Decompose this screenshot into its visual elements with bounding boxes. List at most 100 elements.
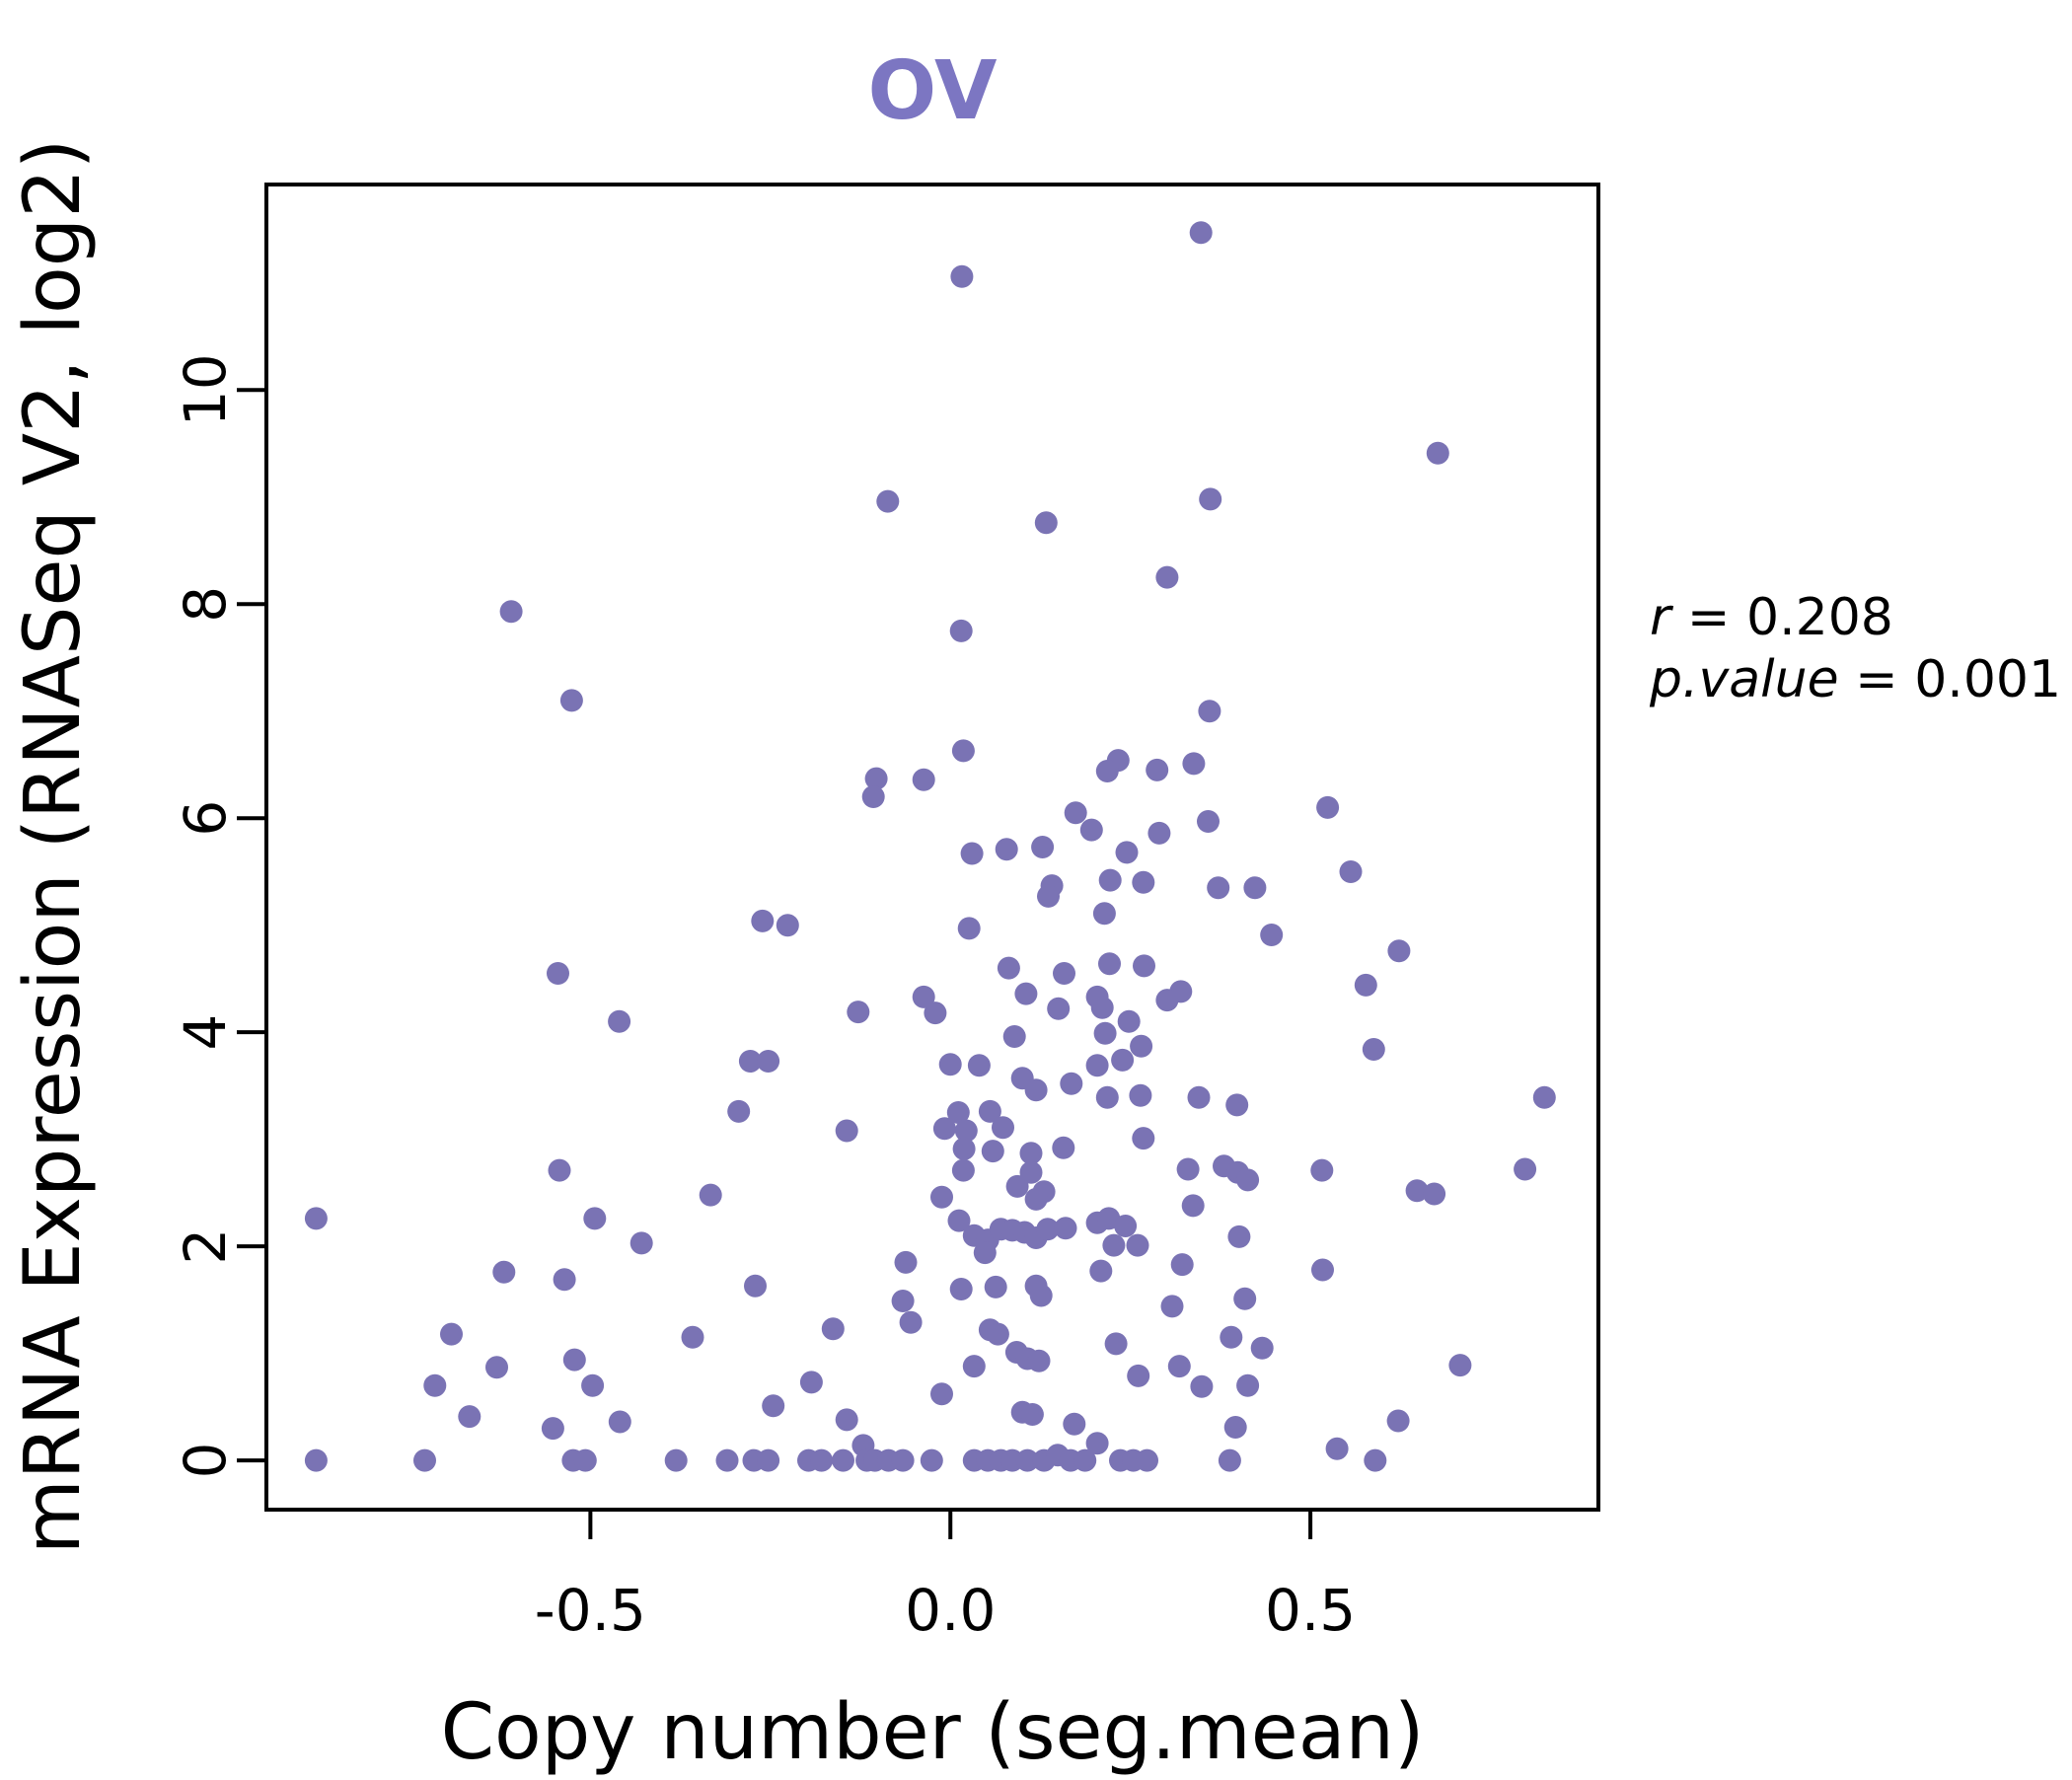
data-point — [629, 1231, 653, 1255]
data-point — [1027, 1349, 1051, 1372]
data-point — [1236, 1168, 1260, 1192]
data-point — [1052, 1136, 1075, 1159]
data-point — [1514, 1157, 1537, 1181]
data-point — [1047, 997, 1071, 1020]
data-point — [951, 1158, 975, 1182]
data-point — [932, 1117, 956, 1141]
data-point — [946, 1101, 970, 1124]
data-point — [1114, 1215, 1138, 1237]
data-point — [950, 264, 974, 288]
data-point — [492, 1260, 516, 1284]
correlation-annotation-line2: p.value = 0.001 — [1649, 650, 2061, 709]
data-point — [891, 1290, 915, 1312]
data-point — [548, 1158, 571, 1182]
data-point — [864, 767, 888, 790]
data-point — [810, 1448, 834, 1472]
data-point — [899, 1310, 923, 1334]
data-point — [1182, 752, 1206, 776]
data-point — [861, 785, 885, 808]
data-point — [1095, 1085, 1119, 1109]
data-point — [1167, 1355, 1191, 1378]
data-point — [835, 1119, 858, 1143]
data-point — [1325, 1437, 1349, 1460]
data-point — [1236, 1373, 1260, 1397]
data-point — [1155, 565, 1179, 589]
data-point — [757, 1448, 780, 1472]
data-point — [458, 1405, 481, 1429]
data-point — [957, 917, 981, 940]
data-point — [547, 962, 569, 985]
data-point — [1129, 1083, 1152, 1107]
data-point — [1405, 1179, 1429, 1203]
data-point — [573, 1448, 597, 1472]
data-point — [912, 768, 935, 791]
data-point — [1250, 1336, 1274, 1360]
data-point — [938, 1053, 962, 1076]
data-point — [1146, 758, 1169, 781]
scatter-points — [304, 221, 1556, 1472]
data-point — [995, 838, 1018, 861]
data-point — [832, 1448, 854, 1472]
data-point — [1147, 821, 1171, 845]
data-point — [1197, 810, 1220, 833]
data-point — [744, 1274, 767, 1298]
r-label: r — [1650, 588, 1674, 647]
data-point — [440, 1322, 463, 1346]
correlation-annotation-line1: r = 0.208 — [1650, 588, 1893, 647]
data-point — [891, 1448, 915, 1472]
data-point — [947, 1209, 971, 1232]
data-point — [1126, 1233, 1149, 1257]
data-point — [997, 956, 1020, 980]
data-point — [1311, 1258, 1334, 1282]
data-point — [1020, 1403, 1044, 1426]
data-point — [1079, 818, 1103, 842]
data-point — [924, 1001, 947, 1025]
data-point — [1053, 962, 1075, 985]
data-point — [1187, 1085, 1211, 1109]
data-point — [1064, 801, 1087, 825]
data-point — [304, 1448, 328, 1472]
data-point — [1132, 1127, 1155, 1150]
data-point — [1339, 860, 1363, 883]
data-point — [960, 842, 984, 865]
p-value-label: p.value — [1649, 650, 1839, 709]
data-point — [978, 1099, 1001, 1123]
data-point — [992, 1116, 1014, 1140]
data-point — [1227, 1224, 1251, 1248]
y-tick-label: 10 — [172, 353, 239, 426]
data-point — [986, 1322, 1009, 1346]
data-point — [681, 1325, 704, 1349]
data-point — [727, 1099, 751, 1123]
data-point — [1005, 1174, 1029, 1198]
data-point — [1220, 1325, 1243, 1349]
data-point — [1019, 1160, 1043, 1184]
data-point — [1098, 868, 1122, 892]
plot-border — [264, 183, 1600, 1512]
data-point — [757, 1050, 780, 1073]
data-point — [1386, 1409, 1410, 1433]
data-point — [1063, 1412, 1086, 1436]
data-point — [1054, 1217, 1077, 1240]
data-point — [1448, 1354, 1472, 1377]
data-point — [581, 1373, 605, 1397]
data-point — [821, 1317, 845, 1341]
data-point — [699, 1183, 722, 1207]
data-point — [1218, 1448, 1241, 1472]
data-point — [1085, 1432, 1109, 1455]
data-point — [1031, 836, 1055, 858]
data-point — [954, 1119, 978, 1143]
x-axis-ticks: -0.5 0.0 0.5 — [535, 1510, 1356, 1644]
data-point — [1160, 1295, 1184, 1318]
data-point — [1102, 1233, 1126, 1257]
data-point — [1015, 1448, 1039, 1472]
data-point — [951, 739, 975, 763]
data-point — [1111, 1048, 1135, 1072]
data-point — [1387, 939, 1411, 963]
data-point — [973, 1241, 997, 1265]
data-point — [1189, 221, 1213, 245]
r-value: = 0.208 — [1687, 588, 1893, 647]
data-point — [1198, 700, 1221, 723]
data-point — [608, 1009, 631, 1033]
data-point — [1136, 1448, 1158, 1472]
